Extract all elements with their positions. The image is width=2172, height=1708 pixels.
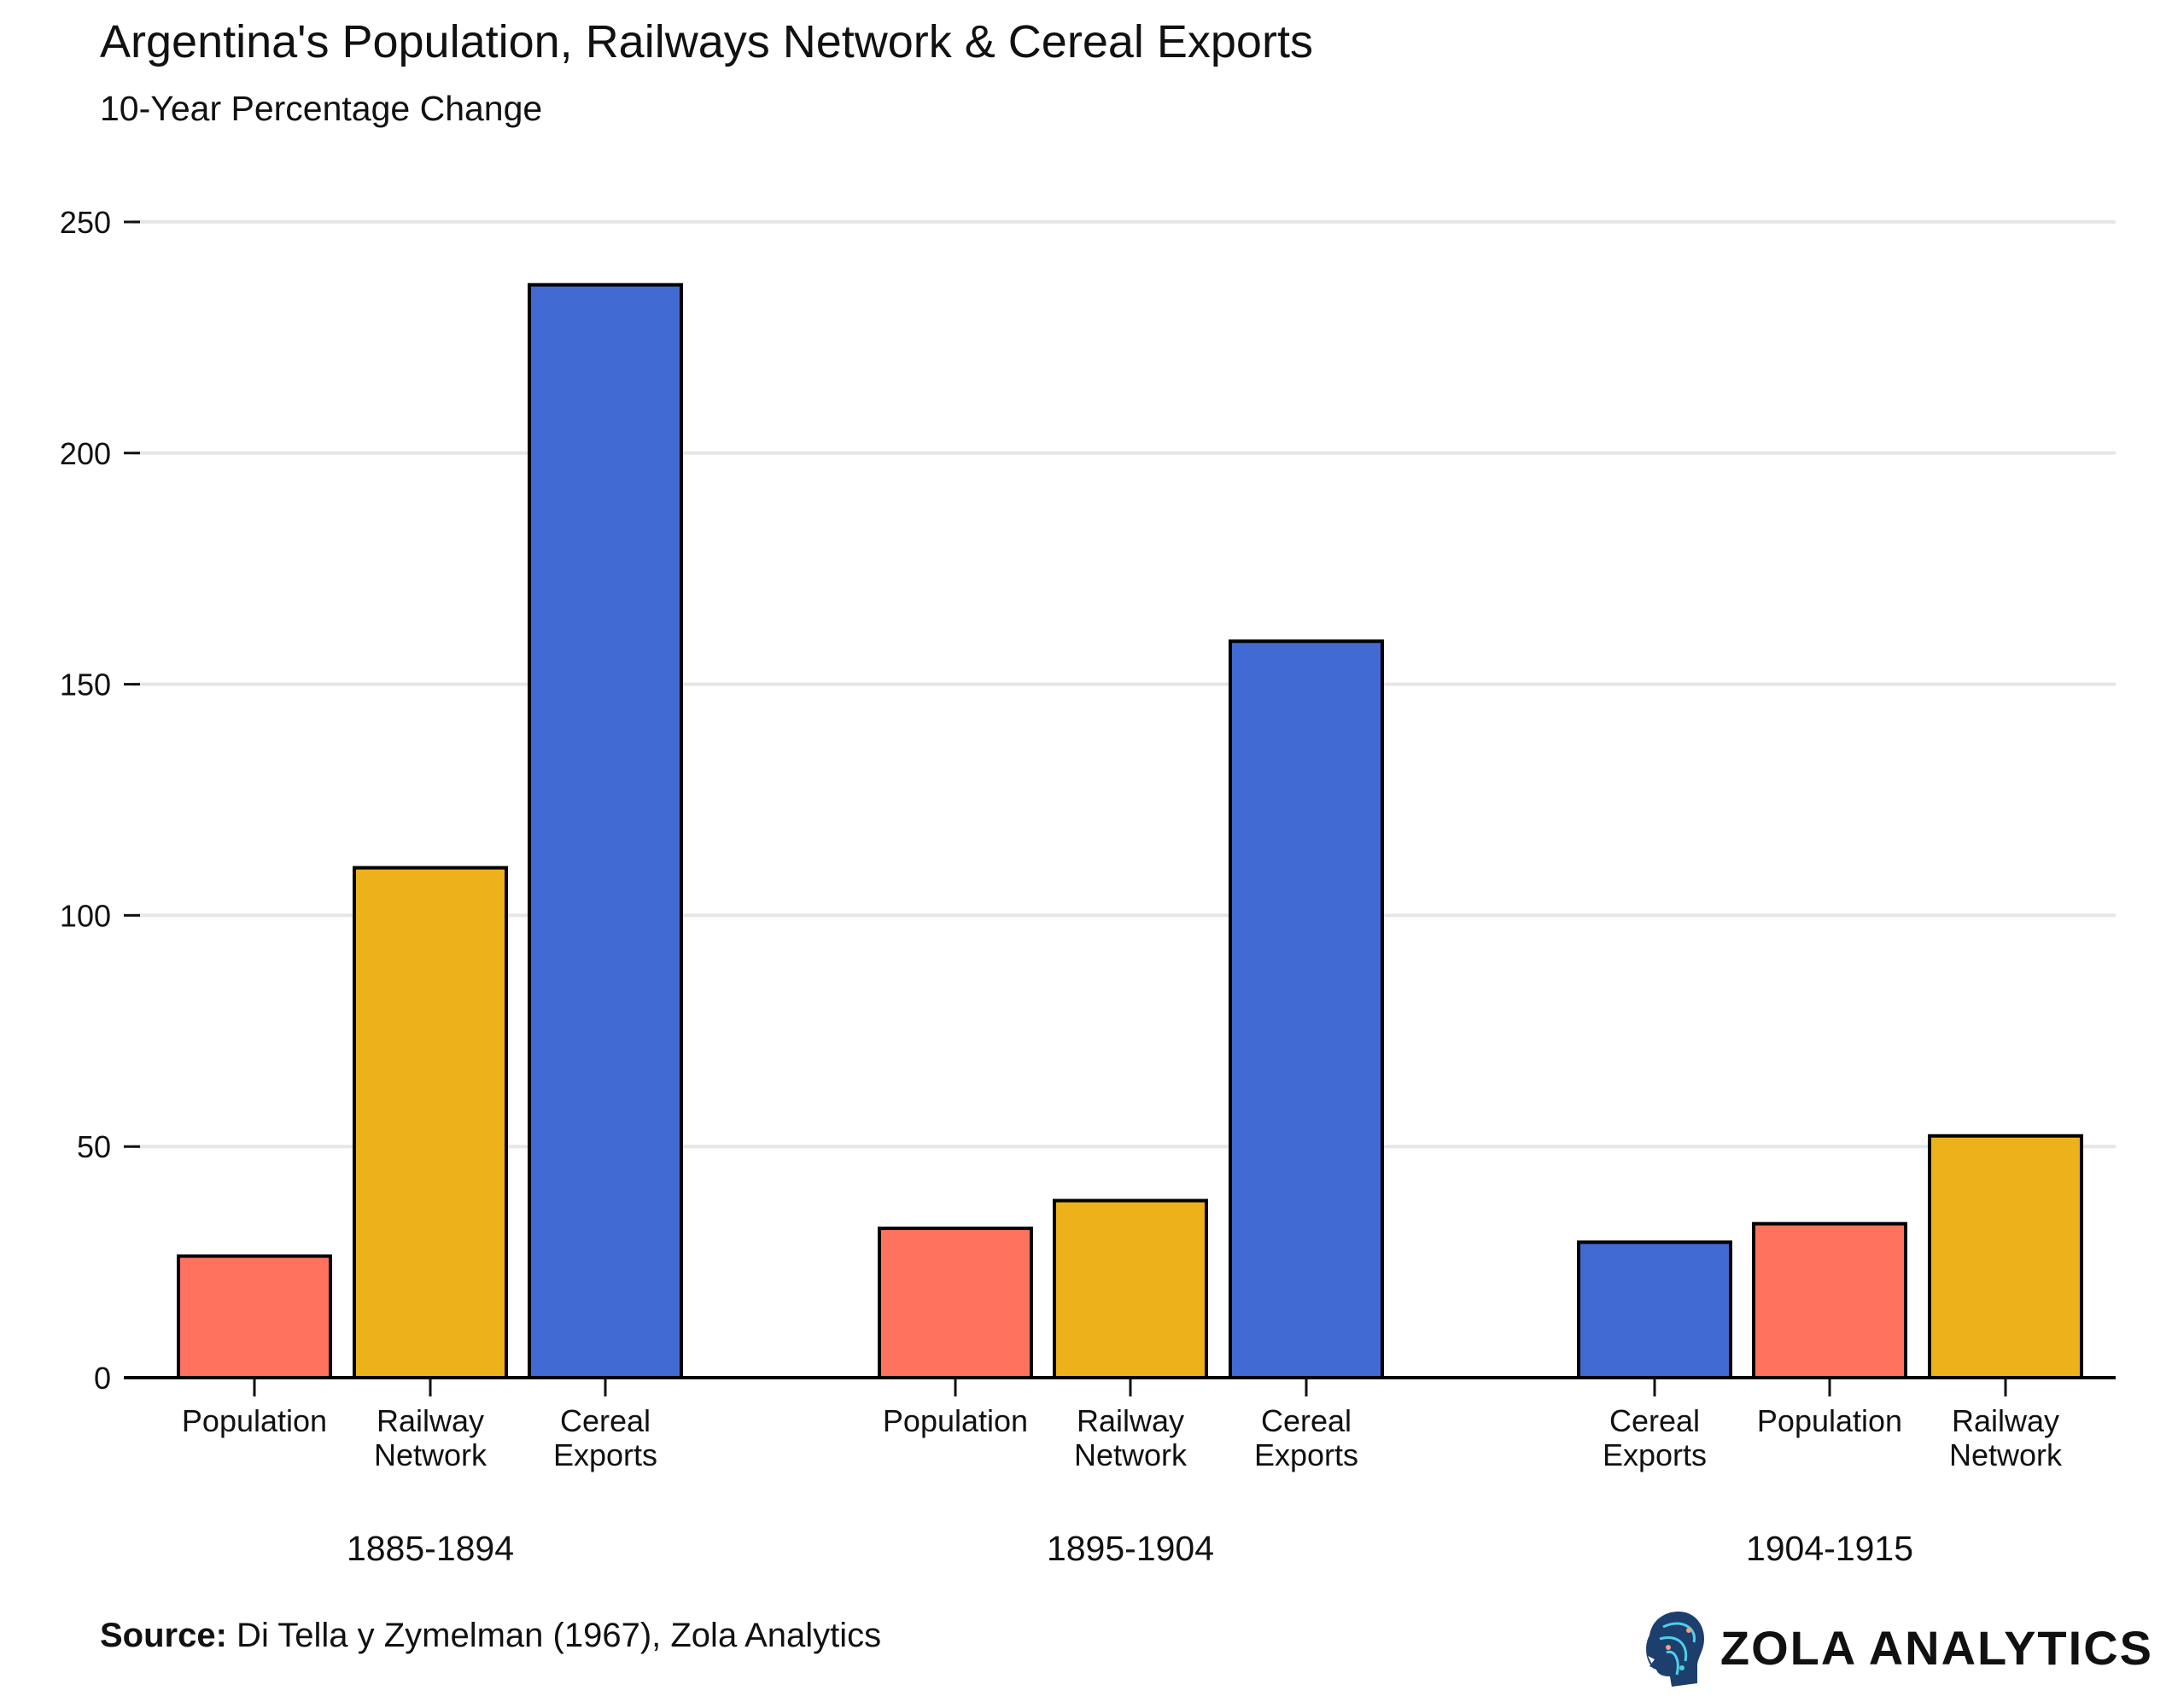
y-tick-label: 0 [94,1361,111,1396]
x-tick-label: Network [374,1437,488,1472]
source-text: Di Tella y Zymelman (1967), Zola Analyti… [227,1617,881,1654]
group-label: 1885-1894 [347,1529,514,1568]
x-tick-label: Cereal [560,1403,651,1438]
x-tick-label: Exports [553,1437,657,1472]
chart-subtitle: 10-Year Percentage Change [100,89,542,128]
y-tick-label: 200 [60,436,111,471]
x-tick-label: Population [1757,1403,1902,1438]
y-axis: 0 50 100 150 200 250 [60,205,140,1396]
bar-cereal-exports [1577,1240,1732,1379]
y-tick-label: 150 [60,667,111,702]
x-tick-label: Cereal [1261,1403,1352,1438]
bars [177,283,2083,1380]
bar-population [878,1227,1033,1380]
brain-logo-icon [1646,1612,1704,1687]
group-label: 1904-1915 [1746,1529,1913,1568]
x-tick-label: Cereal [1609,1403,1700,1438]
x-tick-label: Exports [1603,1437,1707,1472]
x-tick-label: Railway [1952,1403,2059,1438]
x-tick-label: Population [182,1403,327,1438]
bar-population [1752,1221,1907,1380]
x-tick-label: Railway [1077,1403,1184,1438]
x-axis: Population RailwayNetworkCerealExports188… [182,1378,2063,1568]
bar-cereal-exports [1229,639,1384,1379]
source-note: Source: Di Tella y Zymelman (1967), Zola… [100,1617,881,1654]
x-tick-label: Railway [377,1403,484,1438]
y-tick-label: 250 [60,205,111,240]
x-tick-label: Exports [1254,1437,1358,1472]
bar-cereal-exports [528,283,683,1379]
bar-population [177,1254,332,1379]
x-tick-label: Population [883,1403,1028,1438]
brand-name: ZOLA ANALYTICS [1720,1621,2153,1675]
source-label: Source: [100,1617,227,1654]
bar-railway-network [353,866,508,1379]
x-tick-label: Network [1074,1437,1188,1472]
group-label: 1895-1904 [1047,1529,1214,1568]
x-tick-label: Network [1949,1437,2063,1472]
bar-railway-network [1928,1134,2083,1379]
y-tick-label: 100 [60,898,111,933]
chart-title: Argentina's Population, Railways Network… [100,16,1313,67]
y-tick-label: 50 [77,1129,111,1164]
bar-railway-network [1053,1198,1208,1380]
